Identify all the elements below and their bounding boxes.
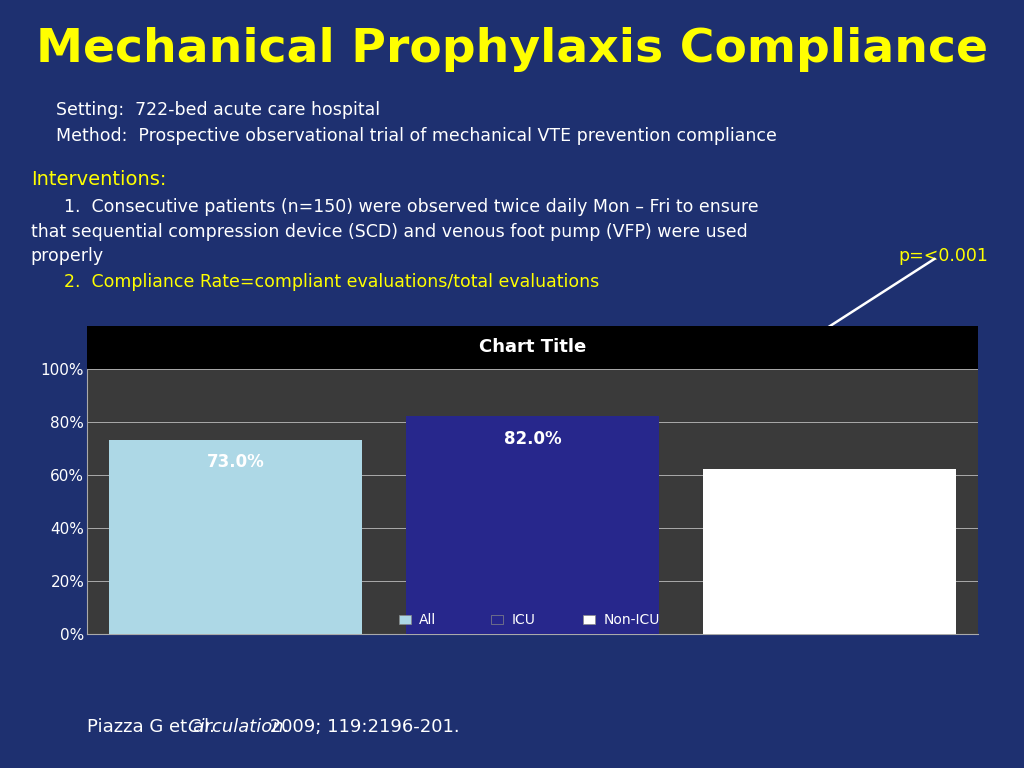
Text: 62.0%: 62.0% [801, 482, 858, 501]
Text: 82.0%: 82.0% [504, 429, 561, 448]
Bar [110, 440, 361, 634]
Text: 1.  Consecutive patients (n=150) were observed twice daily Mon – Fri to ensure: 1. Consecutive patients (n=150) were obs… [31, 198, 759, 216]
Bar [703, 469, 955, 634]
Bar [407, 416, 658, 634]
Text: that sequential compression device (SCD) and venous foot pump (VFP) were used: that sequential compression device (SCD)… [31, 223, 748, 240]
Text: Chart Title: Chart Title [479, 338, 586, 356]
Text: Piazza G et al.: Piazza G et al. [87, 718, 220, 736]
Text: Method:  Prospective observational trial of mechanical VTE prevention compliance: Method: Prospective observational trial … [56, 127, 777, 144]
Text: Non-ICU: Non-ICU [604, 613, 660, 627]
Text: Setting:  722-bed acute care hospital: Setting: 722-bed acute care hospital [56, 101, 381, 119]
Text: Interventions:: Interventions: [31, 170, 166, 190]
Text: Mechanical Prophylaxis Compliance: Mechanical Prophylaxis Compliance [36, 27, 988, 72]
Text: p=<0.001: p=<0.001 [898, 247, 988, 265]
Text: ICU: ICU [512, 613, 536, 627]
Text: 2009; 119:2196-201.: 2009; 119:2196-201. [264, 718, 460, 736]
Text: 2.  Compliance Rate=compliant evaluations/total evaluations: 2. Compliance Rate=compliant evaluations… [31, 273, 599, 290]
Text: 73.0%: 73.0% [207, 453, 264, 472]
Text: properly: properly [31, 247, 103, 265]
Text: Circulation.: Circulation. [187, 718, 290, 736]
Text: All: All [420, 613, 436, 627]
